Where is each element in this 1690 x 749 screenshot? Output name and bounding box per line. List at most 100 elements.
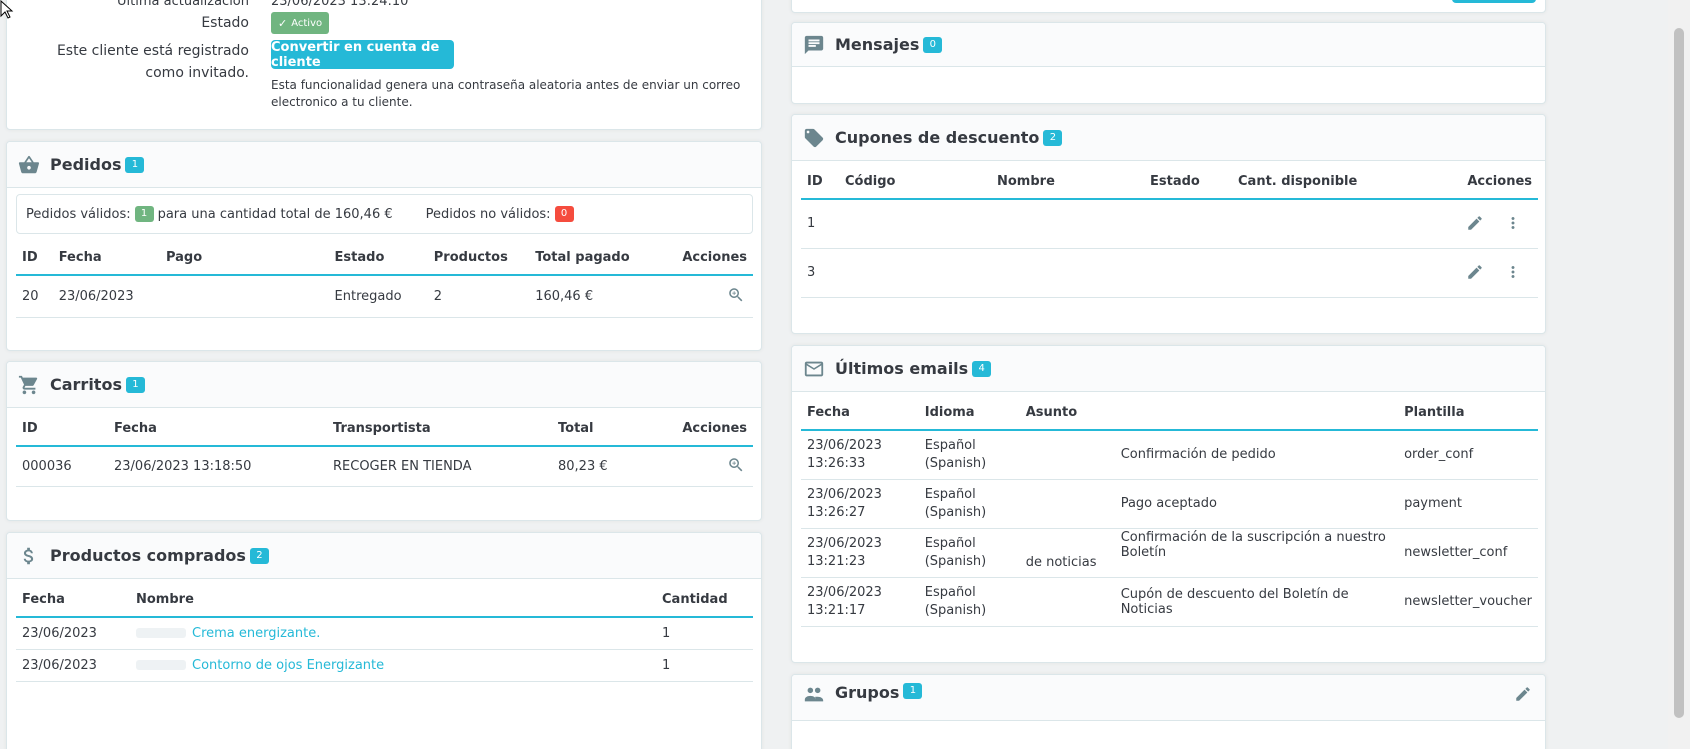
cart-carrier: RECOGER EN TIENDA	[327, 446, 552, 487]
purchased-products-header: Productos comprados 2	[7, 533, 761, 579]
col-payment: Pago	[159, 241, 329, 276]
email-template: payment	[1398, 479, 1538, 529]
cart-icon	[18, 374, 40, 396]
email-lang-note: (Spanish)	[924, 504, 987, 520]
table-row: 23/06/2023 13:21:23 Español (Spanish) Conf…	[801, 528, 1538, 578]
carts-count-badge: 1	[125, 376, 145, 393]
col-status: Estado	[1144, 165, 1232, 200]
table-row[interactable]: 000036 23/06/2023 13:18:50 RECOGER EN TI…	[16, 446, 753, 487]
voucher-id: 1	[801, 199, 839, 249]
table-row[interactable]: 20 23/06/2023 Entregado 2 160,46 €	[16, 275, 753, 318]
cart-total: 80,23 €	[552, 446, 662, 487]
orders-summary: Pedidos válidos: 1 para una cantidad tot…	[16, 194, 753, 234]
search-icon[interactable]	[725, 284, 747, 306]
cart-id: 000036	[16, 446, 108, 487]
order-id: 20	[16, 275, 53, 318]
col-actions: Acciones	[1412, 165, 1538, 200]
top-right-button[interactable]	[1452, 0, 1536, 3]
email-subject: Confirmación de la suscripción a nuestro…	[1120, 529, 1386, 560]
email-date: 23/06/2023	[807, 584, 882, 600]
mail-icon	[803, 358, 825, 380]
groups-count-badge: 1	[903, 683, 923, 699]
invalid-orders-label: Pedidos no válidos:	[425, 206, 551, 222]
email-date-cell: 23/06/2023 13:26:27	[801, 479, 919, 529]
email-lang-cell: Español (Spanish)	[918, 577, 1020, 627]
chat-icon	[803, 34, 825, 56]
col-quantity: Cantidad	[656, 583, 753, 618]
email-lang: Español	[924, 535, 976, 551]
col-products: Productos	[427, 241, 530, 276]
tag-icon	[803, 127, 825, 149]
cart-actions-cell	[662, 446, 753, 487]
col-actions: Acciones	[676, 241, 753, 276]
email-time: 13:21:17	[807, 602, 866, 618]
convert-to-customer-button[interactable]: Convertir en cuenta de cliente	[271, 40, 454, 70]
email-subject-cell: Confirmación de pedido	[1019, 430, 1399, 480]
product-name-cell: Crema energizante.	[130, 617, 656, 650]
table-row: 23/06/2023 Crema energizante. 1	[16, 617, 753, 650]
email-date: 23/06/2023	[807, 486, 882, 502]
scrollbar-thumb[interactable]	[1674, 28, 1684, 718]
more-vertical-icon[interactable]	[1502, 212, 1524, 234]
more-vertical-icon[interactable]	[1502, 261, 1524, 283]
email-date: 23/06/2023	[807, 437, 882, 453]
email-lang-note: (Spanish)	[924, 602, 987, 618]
dollar-icon	[18, 545, 40, 567]
messages-count-badge: 0	[923, 36, 943, 53]
vouchers-card: Cupones de descuento 2 ID Código Nombre …	[791, 114, 1546, 334]
invalid-orders-badge: 0	[554, 206, 574, 222]
voucher-actions-cell	[1412, 248, 1538, 298]
product-link[interactable]: Crema energizante.	[192, 625, 321, 641]
mouse-cursor-icon	[0, 0, 14, 20]
email-subject-cell: Cupón de descuento del Boletín de Notici…	[1019, 577, 1399, 627]
col-id: ID	[801, 165, 839, 200]
col-carrier: Transportista	[327, 412, 552, 447]
scrollbar-track[interactable]	[1668, 0, 1690, 749]
email-template: order_conf	[1398, 430, 1538, 480]
vouchers-table: ID Código Nombre Estado Cant. disponible…	[801, 165, 1538, 298]
group-icon	[803, 683, 825, 705]
valid-orders-total: para una cantidad total de 160,46 €	[157, 206, 393, 222]
emails-card: Últimos emails 4 Fecha Idioma Asunto Pla…	[791, 345, 1546, 663]
groups-card: Grupos 1	[791, 674, 1546, 749]
table-row[interactable]: 1	[801, 199, 1538, 249]
messages-card: Mensajes 0	[791, 22, 1546, 104]
voucher-actions-cell	[1412, 199, 1538, 249]
email-subject-cell: Pago aceptado	[1019, 479, 1399, 529]
table-row: 23/06/2023 13:21:17 Español (Spanish) Cupó…	[801, 577, 1538, 627]
email-lang: Español	[924, 437, 976, 453]
table-row[interactable]: 3	[801, 248, 1538, 298]
messages-header: Mensajes 0	[792, 23, 1545, 67]
email-date-cell: 23/06/2023 13:26:33	[801, 430, 919, 480]
col-id: ID	[16, 412, 108, 447]
top-right-card	[791, 0, 1546, 13]
edit-icon[interactable]	[1464, 212, 1486, 234]
edit-icon[interactable]	[1512, 683, 1534, 705]
carts-card: Carritos 1 ID Fecha Transportista Total …	[6, 361, 762, 521]
orders-count-badge: 1	[125, 156, 145, 173]
email-template: newsletter_conf	[1398, 528, 1538, 578]
order-total: 160,46 €	[529, 275, 677, 318]
product-qty: 1	[656, 649, 753, 682]
emails-count-badge: 4	[972, 360, 992, 377]
col-date: Fecha	[52, 241, 160, 276]
order-date: 23/06/2023	[52, 275, 160, 318]
groups-title: Grupos	[835, 683, 900, 702]
email-lang-note: (Spanish)	[924, 455, 987, 471]
product-link[interactable]: Contorno de ojos Energizante	[192, 657, 385, 673]
col-id: ID	[16, 241, 53, 276]
product-name-cell: Contorno de ojos Energizante	[130, 649, 656, 682]
col-date: Fecha	[108, 412, 327, 447]
vouchers-count-badge: 2	[1043, 129, 1063, 146]
table-row: 23/06/2023 13:26:33 Español (Spanish) Conf…	[801, 430, 1538, 480]
valid-orders-label: Pedidos válidos:	[26, 206, 131, 222]
search-icon[interactable]	[725, 454, 747, 476]
edit-icon[interactable]	[1464, 261, 1486, 283]
basket-icon	[18, 154, 40, 176]
orders-card: Pedidos 1 Pedidos válidos: 1 para una ca…	[6, 141, 762, 351]
product-qty: 1	[656, 617, 753, 650]
check-icon: ✓	[278, 16, 288, 30]
messages-title: Mensajes	[835, 35, 920, 54]
order-status: Entregado	[328, 275, 428, 318]
col-name: Nombre	[130, 583, 656, 618]
